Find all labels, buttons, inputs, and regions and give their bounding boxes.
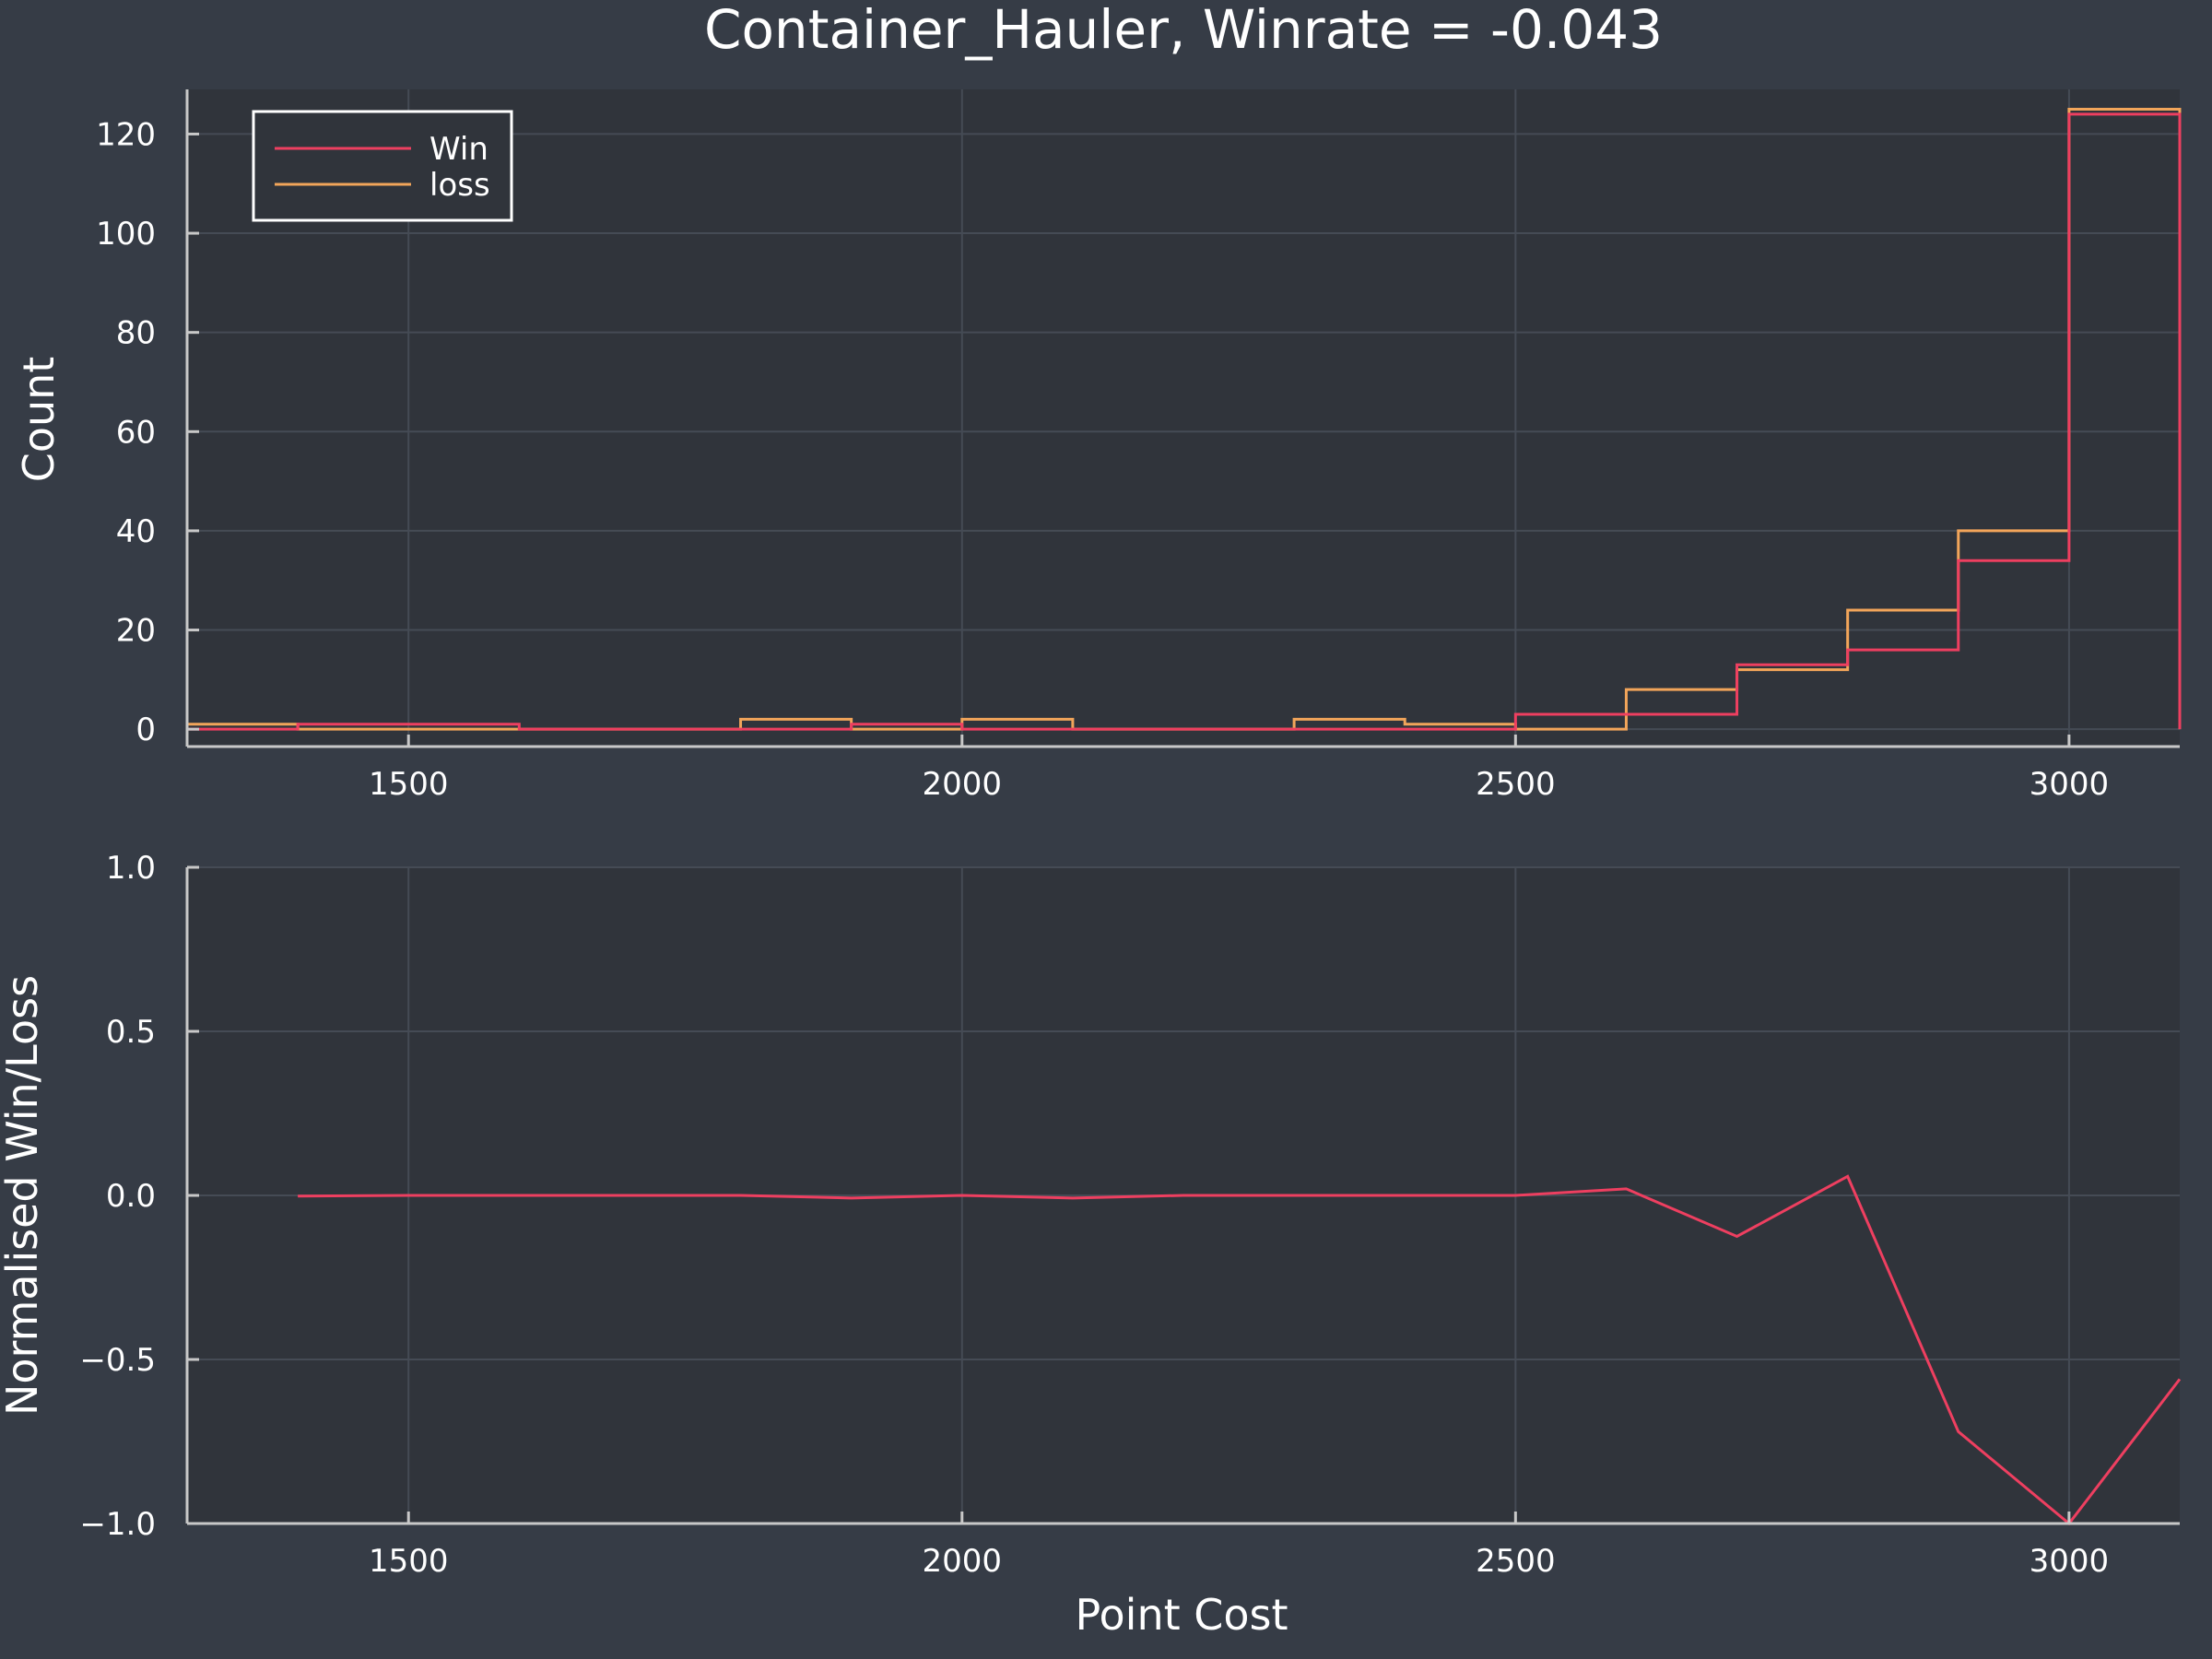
line-x-tick-label: 2500 — [1476, 1543, 1556, 1580]
line-y-axis-label: Normalised Win/Loss — [0, 975, 47, 1416]
histogram-series-win — [187, 112, 2182, 731]
legend-box — [252, 110, 513, 222]
histogram-y-tick-label: 100 — [96, 216, 156, 253]
line-y-tick-label: 0.0 — [106, 1178, 156, 1215]
histogram-y-tick-label: 20 — [116, 613, 156, 650]
histogram-y-axis-label: Count — [14, 357, 64, 483]
histogram-ticks: 1500 2000 2500 3000 0 20 40 60 80 100 120 — [96, 116, 2109, 803]
histogram-y-tick-label: 0 — [135, 712, 156, 748]
normalised-win-loss-line — [298, 1174, 2182, 1526]
histogram-y-tick-label: 60 — [116, 414, 156, 451]
histogram-y-tick-label: 40 — [116, 513, 156, 550]
line-x-tick-label: 2000 — [923, 1543, 1003, 1580]
histogram-panel: 1500 2000 2500 3000 0 20 40 60 80 100 120 Count Wi… — [14, 89, 2182, 803]
line-x-tick-label: 1500 — [369, 1543, 449, 1580]
histogram-x-tick-label: 3000 — [2030, 766, 2110, 803]
line-x-axis-label: Point Cost — [1075, 1590, 1288, 1640]
histogram-x-tick-label: 2000 — [923, 766, 1003, 803]
legend: Win loss — [252, 110, 513, 222]
line-ticks: 1500 2000 2500 3000 1.0 0.5 0.0 −0.5 −1.0 — [79, 850, 2109, 1580]
histogram-axes — [185, 89, 2180, 748]
line-series — [298, 1174, 2182, 1526]
legend-label-loss: loss — [429, 167, 490, 204]
histogram-y-tick-label: 120 — [96, 116, 156, 153]
line-panel: 1500 2000 2500 3000 1.0 0.5 0.0 −0.5 −1.0 Normal… — [0, 850, 2182, 1640]
histogram-x-tick-label: 2500 — [1476, 766, 1556, 803]
line-y-tick-label: −1.0 — [79, 1506, 156, 1543]
histogram-series — [187, 108, 2182, 731]
line-y-tick-label: 1.0 — [106, 850, 156, 887]
legend-label-win: Win — [429, 131, 488, 168]
line-x-tick-label: 3000 — [2030, 1543, 2110, 1580]
line-y-tick-label: −0.5 — [79, 1342, 156, 1379]
histogram-x-tick-label: 1500 — [369, 766, 449, 803]
histogram-y-tick-label: 80 — [116, 315, 156, 352]
line-y-tick-label: 0.5 — [106, 1014, 156, 1051]
chart-title: Container_Hauler, Winrate = -0.043 — [704, 0, 1663, 61]
